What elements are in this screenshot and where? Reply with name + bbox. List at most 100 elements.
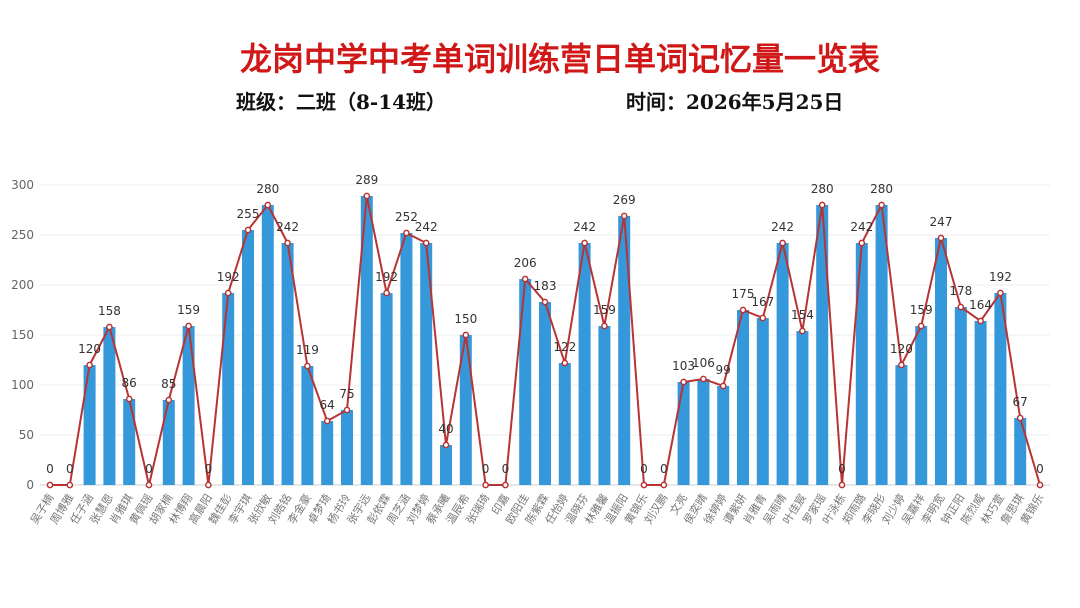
data-label: 280: [256, 182, 279, 196]
data-label: 280: [811, 182, 834, 196]
data-label: 192: [375, 270, 398, 284]
data-label: 0: [46, 462, 54, 476]
data-label: 99: [716, 363, 731, 377]
line-point: [442, 441, 450, 449]
bar: [400, 233, 413, 485]
line-point: [86, 361, 93, 369]
line-point: [165, 396, 173, 404]
data-label: 178: [949, 284, 972, 298]
line-point: [125, 395, 133, 403]
line-point: [482, 481, 489, 489]
data-label: 120: [78, 342, 101, 356]
line-point: [205, 481, 212, 489]
bar: [83, 365, 96, 485]
line-point: [224, 289, 232, 297]
bar: [994, 293, 1007, 485]
data-label: 106: [692, 356, 715, 370]
data-label: 122: [553, 340, 576, 354]
bar: [123, 399, 136, 485]
line-point: [640, 481, 648, 489]
line-point: [502, 481, 509, 489]
bar: [875, 205, 888, 485]
data-label: 86: [122, 376, 137, 390]
line-point: [957, 303, 965, 311]
data-label: 252: [395, 210, 418, 224]
line-point: [284, 239, 291, 247]
bar: [360, 196, 373, 485]
bar: [974, 321, 987, 485]
bar: [242, 230, 254, 485]
data-label: 0: [1036, 462, 1044, 476]
x-axis: 吴子楠周博雅任子涵张慧恩肖雅琪黄佩瑶胡家楠林博翔高晨阳魏佳彭李宇琪张欣敏刘皓铭李…: [27, 491, 1046, 526]
data-label: 289: [355, 173, 378, 187]
data-label: 85: [161, 377, 176, 391]
bar: [459, 335, 472, 485]
line-point: [759, 314, 767, 322]
data-label: 269: [613, 193, 636, 207]
data-label: 150: [454, 312, 477, 326]
line-point: [779, 239, 786, 247]
y-tick-label: 0: [26, 478, 34, 492]
data-label: 64: [320, 398, 335, 412]
line-point: [997, 289, 1004, 297]
line-point: [858, 239, 866, 247]
bar: [420, 243, 433, 485]
bar: [756, 318, 769, 485]
y-tick-label: 100: [11, 378, 34, 392]
line-point: [185, 322, 192, 330]
line-point: [700, 375, 707, 383]
data-labels: 0 012015886085159019225528024211964752891…: [46, 173, 1044, 476]
line-point: [977, 317, 984, 325]
bar: [618, 216, 631, 485]
data-label: 103: [672, 359, 695, 373]
data-label: 159: [910, 303, 933, 317]
line-point: [462, 331, 470, 339]
bar: [519, 279, 532, 485]
data-label: 158: [98, 304, 121, 318]
line-point: [660, 481, 668, 489]
y-axis: 0 50 100 150 200 250 300: [11, 178, 34, 492]
bar: [539, 302, 551, 485]
data-label: 119: [296, 343, 319, 357]
y-tick-label: 200: [11, 278, 34, 292]
line-point: [917, 322, 925, 330]
bar: [737, 310, 749, 485]
line-point: [601, 322, 608, 330]
line-point: [680, 378, 687, 386]
bar: [182, 326, 195, 485]
data-label: 0: [145, 462, 153, 476]
bar: [816, 205, 829, 485]
line-point: [1016, 414, 1024, 422]
data-label: 0: [838, 462, 846, 476]
bar: [717, 386, 730, 485]
data-label: 242: [276, 220, 299, 234]
data-label: 280: [870, 182, 893, 196]
bar: [103, 327, 116, 485]
line-point: [838, 481, 846, 489]
line-point: [264, 201, 272, 209]
line-point: [383, 289, 390, 297]
line-point: [304, 362, 311, 370]
data-label: 0: [640, 462, 648, 476]
line-point: [1036, 481, 1044, 489]
line-point: [46, 481, 54, 489]
line-point: [521, 275, 529, 283]
data-label: 255: [237, 207, 260, 221]
line-point: [363, 192, 371, 200]
line-point: [818, 201, 826, 209]
line-point: [106, 323, 113, 331]
y-tick-label: 300: [11, 178, 34, 192]
bar: [954, 307, 967, 485]
y-tick-label: 50: [19, 428, 34, 442]
data-label: 159: [177, 303, 200, 317]
line-point: [323, 417, 331, 425]
line-point: [403, 229, 410, 237]
line-point: [898, 361, 905, 369]
bar: [281, 243, 294, 485]
data-label: 75: [339, 387, 354, 401]
line-point: [561, 359, 569, 367]
bar: [1014, 418, 1027, 485]
line-point: [581, 239, 588, 247]
data-label: 0: [66, 462, 74, 476]
